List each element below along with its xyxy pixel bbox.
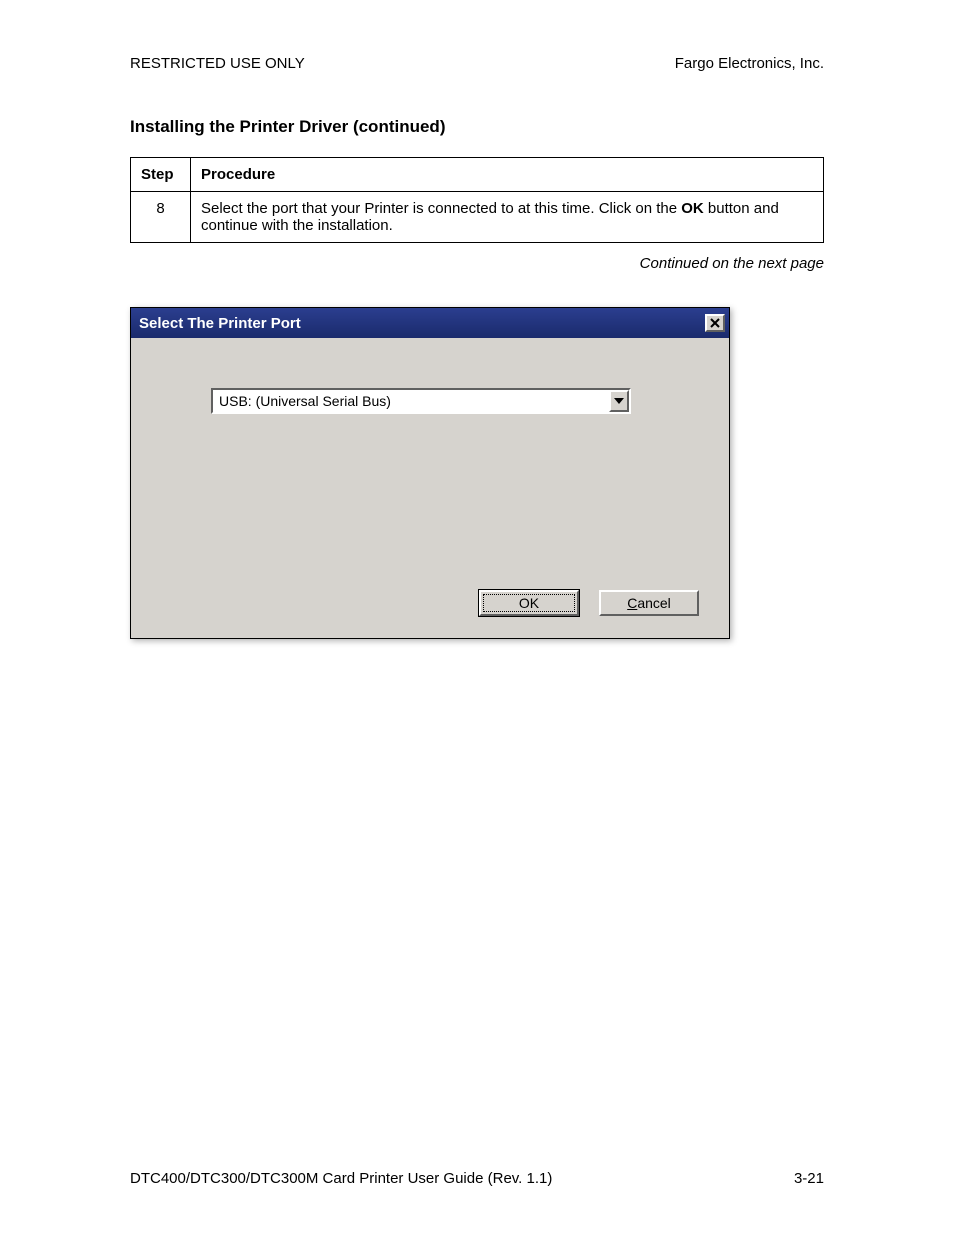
dialog-body: USB: (Universal Serial Bus) OK Cancel: [131, 338, 729, 638]
col-step: Step: [131, 158, 191, 192]
close-icon: [710, 318, 720, 328]
section-title: Installing the Printer Driver (continued…: [130, 117, 824, 137]
ok-label: OK: [519, 595, 539, 611]
procedure-table: Step Procedure 8 Select the port that yo…: [130, 157, 824, 243]
step-text-before: Select the port that your Printer is con…: [201, 200, 681, 217]
page-header: RESTRICTED USE ONLY Fargo Electronics, I…: [130, 55, 824, 72]
dialog-title: Select The Printer Port: [139, 315, 301, 332]
step-number: 8: [131, 192, 191, 243]
select-printer-port-dialog: Select The Printer Port USB: (Universal …: [130, 307, 730, 639]
cancel-button[interactable]: Cancel: [599, 590, 699, 616]
table-row: 8 Select the port that your Printer is c…: [131, 192, 824, 243]
footer-right: 3-21: [794, 1170, 824, 1187]
table-header-row: Step Procedure: [131, 158, 824, 192]
cancel-label: Cancel: [627, 595, 671, 611]
port-combo-value: USB: (Universal Serial Bus): [213, 390, 609, 412]
dialog-button-row: OK Cancel: [479, 590, 699, 616]
step-text: Select the port that your Printer is con…: [191, 192, 824, 243]
page-footer: DTC400/DTC300/DTC300M Card Printer User …: [130, 1170, 824, 1187]
port-combobox[interactable]: USB: (Universal Serial Bus): [211, 388, 631, 414]
chevron-down-icon: [614, 398, 624, 404]
header-right: Fargo Electronics, Inc.: [675, 55, 824, 72]
continued-note: Continued on the next page: [130, 255, 824, 272]
step-text-bold: OK: [681, 200, 704, 217]
footer-left: DTC400/DTC300/DTC300M Card Printer User …: [130, 1170, 552, 1187]
close-button[interactable]: [705, 314, 725, 332]
header-left: RESTRICTED USE ONLY: [130, 55, 305, 72]
combo-dropdown-button[interactable]: [609, 390, 629, 412]
col-procedure: Procedure: [191, 158, 824, 192]
ok-button[interactable]: OK: [479, 590, 579, 616]
dialog-titlebar: Select The Printer Port: [131, 308, 729, 338]
